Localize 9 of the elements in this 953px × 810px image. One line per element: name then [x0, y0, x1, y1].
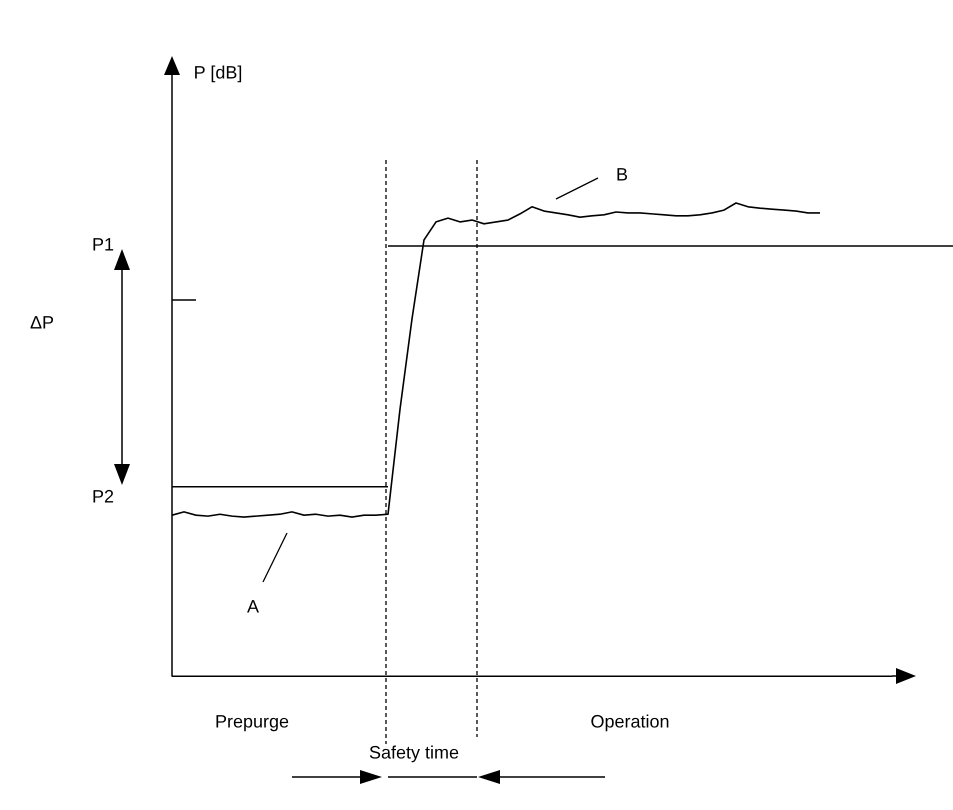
text: ΔP [30, 312, 54, 334]
text: P1 [92, 234, 114, 256]
text: Safety time [368, 742, 460, 764]
text: B [616, 164, 628, 186]
annotation: A [246, 596, 260, 618]
text: P2 [92, 486, 114, 508]
text: P [dB] [194, 62, 242, 84]
text: Prepurge [214, 712, 290, 732]
text: Operation [590, 712, 670, 732]
